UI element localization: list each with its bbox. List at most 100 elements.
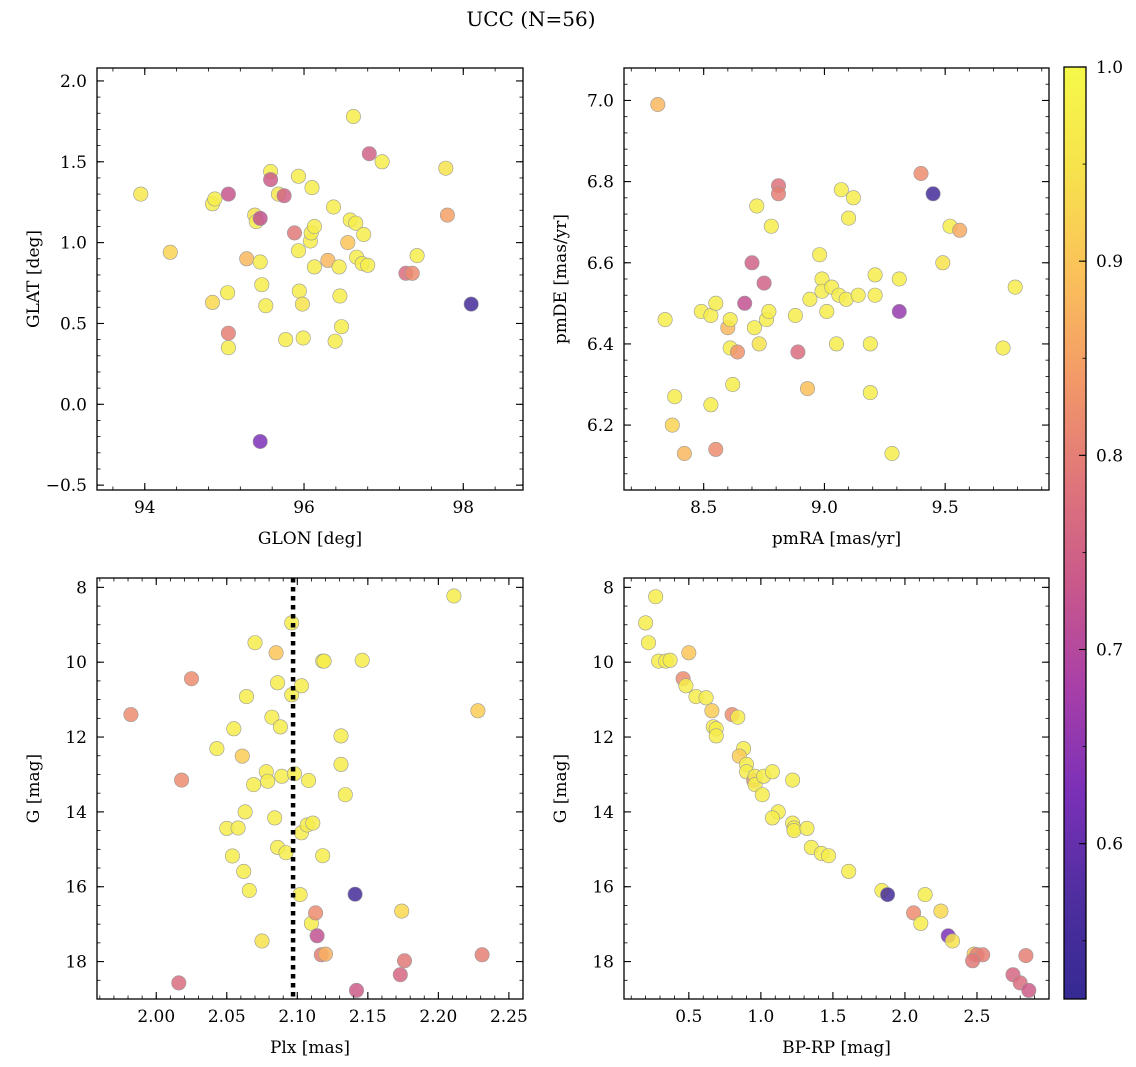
x-tick-label: 2.5 [963, 1007, 990, 1027]
data-point [247, 635, 263, 651]
data-point [819, 303, 835, 319]
data-point [952, 222, 968, 238]
data-point [226, 721, 242, 737]
y-tick-label: 18 [592, 953, 614, 973]
axes-frame [623, 577, 1050, 1000]
colorbar: 0.6 0.7 0.8 0.9 1.0 [1063, 58, 1123, 1000]
data-point [730, 709, 746, 725]
y-tick-label: 12 [65, 728, 87, 748]
data-point [763, 218, 779, 234]
data-point [965, 953, 981, 969]
data-point [845, 190, 861, 206]
data-point [220, 285, 236, 301]
colorbar-tick-label: 0.7 [1096, 641, 1123, 661]
y-tick-label: −0.5 [46, 476, 87, 496]
data-point [833, 182, 849, 198]
y-axis-label: pmDE [mas/yr] [551, 214, 571, 344]
colorbar-tick-label: 0.9 [1096, 252, 1123, 272]
data-point [841, 210, 857, 226]
data-point [327, 333, 343, 349]
data-point [438, 160, 454, 176]
x-tick-label: 2.05 [208, 1007, 246, 1027]
data-point [404, 265, 420, 281]
data-point [761, 303, 777, 319]
data-point [294, 296, 310, 312]
data-point [867, 267, 883, 283]
data-point [246, 777, 262, 793]
data-point [662, 652, 678, 668]
data-point [207, 191, 223, 207]
data-point [708, 441, 724, 457]
data-point [174, 772, 190, 788]
y-tick-label: 12 [592, 728, 614, 748]
data-point [340, 235, 356, 251]
data-point [209, 741, 225, 757]
data-point [290, 243, 306, 259]
y-tick-label: 10 [65, 653, 87, 673]
data-point [754, 787, 770, 803]
y-tick-label: 10 [592, 653, 614, 673]
data-point [640, 635, 656, 651]
data-point [220, 325, 236, 341]
y-tick-label: 8 [603, 578, 614, 598]
data-point [799, 381, 815, 397]
data-point [657, 312, 673, 328]
y-tick-label: 2.0 [60, 72, 87, 92]
x-tick-label: 9.5 [932, 498, 959, 518]
data-point [333, 728, 349, 744]
data-point [306, 259, 322, 275]
data-point [1007, 279, 1023, 295]
x-tick-label: 2.0 [891, 1007, 918, 1027]
data-point [123, 707, 139, 723]
data-point [278, 332, 294, 348]
x-tick-label: 96 [293, 498, 315, 518]
y-tick-label: 1.0 [60, 234, 87, 254]
data-point [821, 848, 837, 864]
data-point [917, 887, 933, 903]
data-point [220, 340, 236, 356]
data-point [703, 397, 719, 413]
x-tick-label: 0.5 [675, 1007, 702, 1027]
data-point [862, 336, 878, 352]
data-point [638, 615, 654, 631]
y-tick-label: 0.0 [60, 395, 87, 415]
figure-title: UCC (N=56) [466, 7, 595, 31]
data-point [933, 903, 949, 919]
tick-marks [624, 578, 1050, 1000]
data-point [439, 207, 455, 223]
data-point [224, 848, 240, 864]
x-tick-label: 8.5 [690, 498, 717, 518]
data-point [446, 588, 462, 604]
data-point [867, 287, 883, 303]
data-point [850, 287, 866, 303]
panel-bprp-g: 0.5 1.0 1.5 2.0 2.5 8 10 12 14 16 18 BP-RP [mag] G [… [551, 577, 1050, 1058]
data-point [396, 953, 412, 969]
data-point [891, 271, 907, 287]
x-tick-label: 98 [452, 498, 474, 518]
data-point [345, 109, 361, 125]
data-point [333, 756, 349, 772]
y-tick-label: 14 [592, 803, 614, 823]
data-point [770, 186, 786, 202]
data-point [764, 764, 780, 780]
data-point [737, 295, 753, 311]
y-tick-label: 0.5 [60, 314, 87, 334]
data-point [276, 188, 292, 204]
x-tick-label: 2.00 [137, 1007, 175, 1027]
scatter-points [638, 589, 1037, 998]
data-point [474, 947, 490, 963]
data-point [678, 678, 694, 694]
data-point [360, 257, 376, 273]
data-point [236, 863, 252, 879]
axes-frame [96, 577, 524, 1000]
x-axis-label: Plx [mas] [270, 1038, 350, 1058]
data-point [676, 445, 692, 461]
colorbar-frame [1063, 66, 1087, 1000]
data-point [325, 199, 341, 215]
x-tick-label: 94 [134, 498, 156, 518]
data-point [785, 772, 801, 788]
data-point [787, 307, 803, 323]
data-point [205, 294, 221, 310]
data-point [708, 295, 724, 311]
